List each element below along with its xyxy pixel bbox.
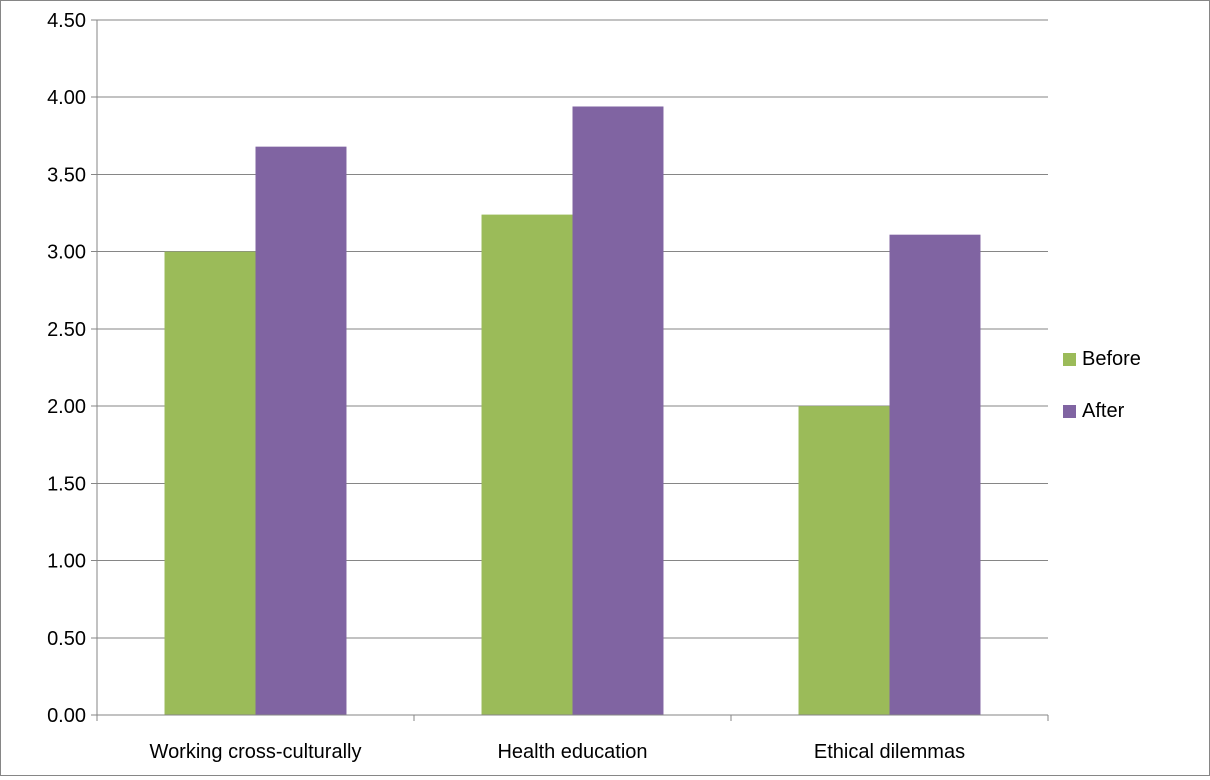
x-tick-label: Working cross-culturally: [150, 741, 362, 763]
x-tick-label: Ethical dilemmas: [814, 741, 965, 763]
y-tick-label: 4.50: [47, 10, 86, 32]
y-tick-label: 2.50: [47, 319, 86, 341]
legend-label-after: After: [1082, 400, 1125, 422]
legend: Before After: [1063, 348, 1141, 422]
bar-after-1: [255, 146, 347, 716]
x-tick-labels: Working cross-culturally Health education…: [150, 741, 966, 763]
y-tick-label: 4.00: [47, 87, 86, 109]
y-tick-label: 0.00: [47, 705, 86, 727]
bars: [164, 106, 981, 716]
y-tick-label: 2.00: [47, 396, 86, 418]
x-tick-label: Health education: [497, 741, 647, 763]
bar-before-2: [481, 214, 573, 715]
legend-swatch-before: [1063, 353, 1076, 366]
bar-before-3: [798, 406, 890, 715]
legend-label-before: Before: [1082, 348, 1141, 370]
y-tick-label: 1.50: [47, 473, 86, 495]
bar-before-1: [164, 251, 256, 715]
y-tick-label: 3.50: [47, 164, 86, 186]
legend-swatch-after: [1063, 405, 1076, 418]
bar-after-2: [572, 106, 664, 715]
bar-after-3: [889, 234, 981, 715]
y-tick-label: 3.00: [47, 242, 86, 264]
y-tick-label: 1.00: [47, 551, 86, 573]
axes: [91, 19, 1049, 721]
y-tick-label: 0.50: [47, 628, 86, 650]
y-tick-labels: 0.00 0.50 1.00 1.50 2.00 2.50 3.00 3.50 4.00 4.50: [47, 10, 86, 727]
